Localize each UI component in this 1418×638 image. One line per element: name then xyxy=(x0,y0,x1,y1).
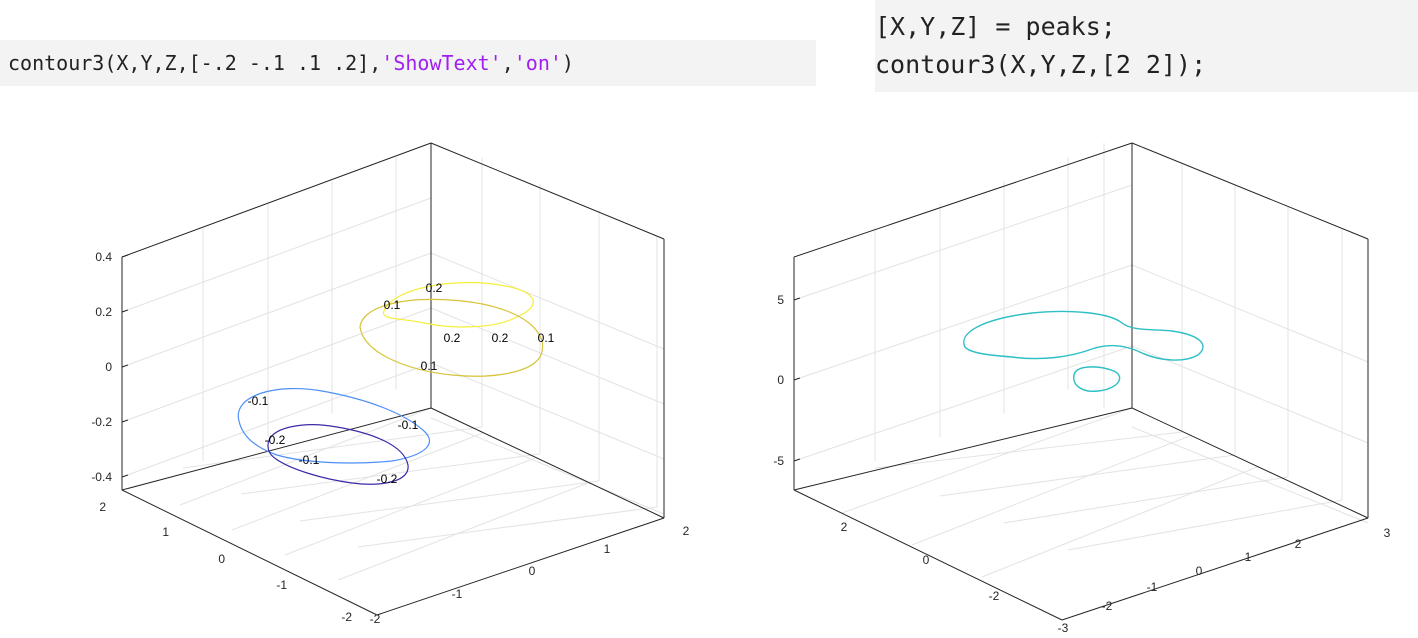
contour-label: -0.2 xyxy=(377,472,398,486)
contour-line-0.2 xyxy=(383,281,534,328)
x-tick-label: -2 xyxy=(370,612,381,626)
z-ticks-right xyxy=(793,297,801,462)
contour-label: 0.1 xyxy=(421,359,438,373)
y-tick-label: 2 xyxy=(841,520,848,534)
x-tick-label: 0 xyxy=(529,564,536,578)
grid-right xyxy=(793,143,1369,578)
z-tick-label: 0 xyxy=(105,360,112,374)
x-tick-label: -3 xyxy=(1058,621,1069,635)
figure-window: 0.4 0.2 0 -0.2 -0.4 2 1 0 -1 -2 -2 -1 0 … xyxy=(32,125,1418,638)
z-tick-label: 0.2 xyxy=(95,305,112,319)
z-tick-label: 5 xyxy=(777,293,784,307)
grid-left xyxy=(121,157,665,581)
x-tick-label: -2 xyxy=(1102,599,1113,613)
contour-line-neg0.2 xyxy=(267,424,409,485)
contour-label: -0.1 xyxy=(248,394,269,408)
code-line-2: contour3(X,Y,Z,[2 2]); xyxy=(875,50,1207,79)
contour-label: 0.1 xyxy=(384,298,401,312)
x-tick-label: -1 xyxy=(452,587,463,601)
code-string-on: 'on' xyxy=(513,51,562,75)
x-tick-label: 2 xyxy=(1295,537,1302,551)
contour-line-neg0.1 xyxy=(237,387,430,464)
z-tick-label: 0 xyxy=(777,373,784,387)
contour-label: -0.2 xyxy=(265,433,286,447)
contour-line-2-small xyxy=(1073,366,1121,392)
contour-line-2-main xyxy=(963,310,1204,361)
contour-label: -0.1 xyxy=(299,453,320,467)
contour-label: 0.2 xyxy=(426,281,443,295)
contour-label: 0.2 xyxy=(492,331,509,345)
axes-box-right xyxy=(793,142,1369,621)
x-tick-label: 1 xyxy=(604,542,611,556)
code-snippet-right: [X,Y,Z] = peaks; contour3(X,Y,Z,[2 2]); xyxy=(875,0,1418,92)
x-tick-label: 2 xyxy=(683,524,690,538)
z-tick-label: -0.2 xyxy=(91,415,112,429)
code-snippet-left: contour3(X,Y,Z,[-.2 -.1 .1 .2],'ShowText… xyxy=(0,40,816,86)
y-tick-label: 0 xyxy=(923,553,930,567)
y-tick-label: -1 xyxy=(276,578,287,592)
code-line-1: [X,Y,Z] = peaks; xyxy=(875,12,1116,41)
axes-left: 0.4 0.2 0 -0.2 -0.4 2 1 0 -1 -2 -2 -1 0 … xyxy=(91,142,690,626)
x-tick-label: 0 xyxy=(1196,564,1203,578)
y-tick-label: 2 xyxy=(99,500,106,514)
z-ticks-left xyxy=(121,254,129,478)
y-tick-label: -2 xyxy=(341,610,352,624)
z-tick-label: 0.4 xyxy=(95,250,112,264)
axes-box-left xyxy=(121,142,665,616)
y-tick-label: -2 xyxy=(989,589,1000,603)
z-tick-label: -0.4 xyxy=(91,470,112,484)
x-tick-label: 1 xyxy=(1245,550,1252,564)
code-string-showtext: 'ShowText' xyxy=(381,51,502,75)
code-comma: , xyxy=(501,51,514,75)
y-tick-label: 1 xyxy=(162,525,169,539)
contour-label: -0.1 xyxy=(398,418,419,432)
contour-label: 0.1 xyxy=(538,331,555,345)
code-text-suffix: ) xyxy=(561,51,574,75)
z-tick-label: -5 xyxy=(773,454,784,468)
contour-label: 0.2 xyxy=(444,331,461,345)
x-tick-label: -1 xyxy=(1147,580,1158,594)
y-tick-label: 0 xyxy=(218,552,225,566)
x-tick-label: 3 xyxy=(1384,526,1391,540)
contour-line-0.1 xyxy=(359,298,544,377)
code-text: contour3(X,Y,Z,[-.2 -.1 .1 .2], xyxy=(8,51,382,75)
contour3-plots: 0.4 0.2 0 -0.2 -0.4 2 1 0 -1 -2 -2 -1 0 … xyxy=(91,142,1391,635)
axes-right: 5 0 -5 2 0 -2 -3 -2 -1 0 1 2 3 xyxy=(773,142,1391,635)
